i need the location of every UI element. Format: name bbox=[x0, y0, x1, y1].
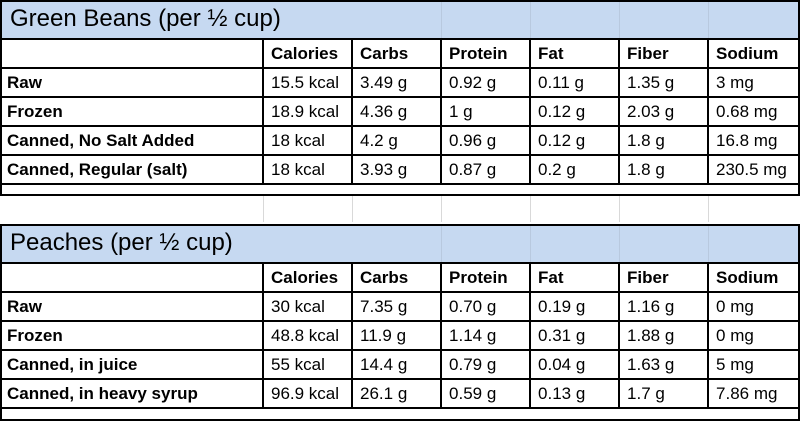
cell-protein: 0.92 g bbox=[441, 68, 531, 98]
table-title-row: Green Beans (per ½ cup) bbox=[0, 0, 800, 40]
table-row: Raw 15.5 kcal 3.49 g 0.92 g 0.11 g 1.35 … bbox=[0, 68, 800, 98]
cell-calories: 55 kcal bbox=[263, 350, 354, 380]
row-label: Frozen bbox=[0, 97, 264, 127]
col-header-fiber: Fiber bbox=[619, 263, 710, 293]
table-row: Canned, Regular (salt) 18 kcal 3.93 g 0.… bbox=[0, 155, 800, 185]
cell-fiber: 1.88 g bbox=[619, 321, 710, 351]
cell-sodium: 0 mg bbox=[708, 292, 800, 322]
col-header-fat: Fat bbox=[530, 39, 620, 69]
row-label: Raw bbox=[0, 292, 264, 322]
peaches-table: Peaches (per ½ cup) Calories Carbs Prote… bbox=[0, 224, 800, 409]
table-row: Frozen 18.9 kcal 4.36 g 1 g 0.12 g 2.03 … bbox=[0, 97, 800, 127]
cell-calories: 15.5 kcal bbox=[263, 68, 353, 98]
cell-carbs: 4.2 g bbox=[352, 126, 442, 156]
cell-fiber: 1.8 g bbox=[619, 155, 709, 185]
table-title: Green Beans (per ½ cup) bbox=[0, 0, 352, 40]
col-header-calories: Calories bbox=[263, 39, 353, 69]
cell-fiber: 1.7 g bbox=[619, 379, 710, 409]
cell-sodium: 16.8 mg bbox=[708, 126, 800, 156]
table-row: Canned, No Salt Added 18 kcal 4.2 g 0.96… bbox=[0, 126, 800, 156]
cell-sodium: 0.68 mg bbox=[708, 97, 800, 127]
cell-carbs: 3.93 g bbox=[352, 155, 442, 185]
row-label: Canned, No Salt Added bbox=[0, 126, 264, 156]
cell-fiber: 1.35 g bbox=[619, 68, 709, 98]
cell-sodium: 3 mg bbox=[708, 68, 800, 98]
cell-fat: 0.11 g bbox=[530, 68, 620, 98]
cell-fat: 0.12 g bbox=[530, 126, 620, 156]
cell-sodium: 5 mg bbox=[708, 350, 800, 380]
cell-fat: 0.04 g bbox=[530, 350, 621, 380]
green-beans-table: Green Beans (per ½ cup) Calories Carbs P… bbox=[0, 0, 800, 185]
row-label: Canned, in heavy syrup bbox=[0, 379, 264, 409]
col-header-carbs: Carbs bbox=[352, 263, 443, 293]
cell-sodium: 230.5 mg bbox=[708, 155, 800, 185]
spreadsheet-gap-row bbox=[0, 196, 800, 222]
cell-protein: 0.87 g bbox=[441, 155, 531, 185]
col-header-fat: Fat bbox=[530, 263, 621, 293]
col-header-protein: Protein bbox=[441, 39, 531, 69]
cell-calories: 96.9 kcal bbox=[263, 379, 354, 409]
cell-protein: 0.59 g bbox=[441, 379, 532, 409]
table-row: Canned, in heavy syrup 96.9 kcal 26.1 g … bbox=[0, 379, 800, 409]
row-label: Canned, in juice bbox=[0, 350, 264, 380]
cell-carbs: 11.9 g bbox=[352, 321, 443, 351]
cell-carbs: 7.35 g bbox=[352, 292, 443, 322]
cell-fiber: 1.8 g bbox=[619, 126, 709, 156]
row-label: Raw bbox=[0, 68, 264, 98]
table-title: Peaches (per ½ cup) bbox=[0, 224, 353, 264]
cell-protein: 0.70 g bbox=[441, 292, 532, 322]
table-row: Canned, in juice 55 kcal 14.4 g 0.79 g 0… bbox=[0, 350, 800, 380]
cell-protein: 0.79 g bbox=[441, 350, 532, 380]
cell-calories: 48.8 kcal bbox=[263, 321, 354, 351]
cell-carbs: 26.1 g bbox=[352, 379, 443, 409]
cell-carbs: 3.49 g bbox=[352, 68, 442, 98]
col-header-fiber: Fiber bbox=[619, 39, 709, 69]
cell-sodium: 7.86 mg bbox=[708, 379, 800, 409]
col-header-protein: Protein bbox=[441, 263, 532, 293]
table-row: Raw 30 kcal 7.35 g 0.70 g 0.19 g 1.16 g … bbox=[0, 292, 800, 322]
cell-protein: 1.14 g bbox=[441, 321, 532, 351]
cell-fiber: 2.03 g bbox=[619, 97, 709, 127]
row-label: Frozen bbox=[0, 321, 264, 351]
cell-protein: 1 g bbox=[441, 97, 531, 127]
cell-calories: 30 kcal bbox=[263, 292, 354, 322]
cell-fat: 0.31 g bbox=[530, 321, 621, 351]
cell-fiber: 1.16 g bbox=[619, 292, 710, 322]
cell-carbs: 14.4 g bbox=[352, 350, 443, 380]
cell-fiber: 1.63 g bbox=[619, 350, 710, 380]
corner-cell bbox=[0, 39, 264, 69]
cell-carbs: 4.36 g bbox=[352, 97, 442, 127]
cell-calories: 18.9 kcal bbox=[263, 97, 353, 127]
row-label: Canned, Regular (salt) bbox=[0, 155, 264, 185]
corner-cell bbox=[0, 263, 264, 293]
column-header-row: Calories Carbs Protein Fat Fiber Sodium bbox=[0, 263, 800, 293]
col-header-sodium: Sodium bbox=[708, 263, 800, 293]
cell-fat: 0.2 g bbox=[530, 155, 620, 185]
cell-fat: 0.13 g bbox=[530, 379, 621, 409]
cell-calories: 18 kcal bbox=[263, 155, 353, 185]
column-header-row: Calories Carbs Protein Fat Fiber Sodium bbox=[0, 39, 800, 69]
cell-sodium: 0 mg bbox=[708, 321, 800, 351]
table-title-row: Peaches (per ½ cup) bbox=[0, 224, 800, 264]
cell-protein: 0.96 g bbox=[441, 126, 531, 156]
table-row: Frozen 48.8 kcal 11.9 g 1.14 g 0.31 g 1.… bbox=[0, 321, 800, 351]
col-header-calories: Calories bbox=[263, 263, 354, 293]
col-header-sodium: Sodium bbox=[708, 39, 800, 69]
cell-fat: 0.12 g bbox=[530, 97, 620, 127]
cell-fat: 0.19 g bbox=[530, 292, 621, 322]
col-header-carbs: Carbs bbox=[352, 39, 442, 69]
cell-calories: 18 kcal bbox=[263, 126, 353, 156]
